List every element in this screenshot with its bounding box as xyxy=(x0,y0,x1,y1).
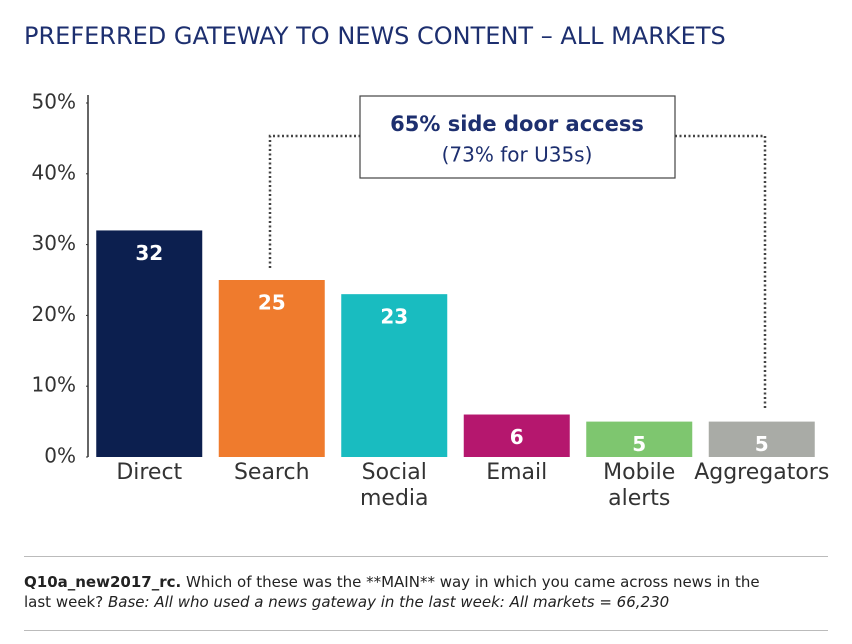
divider xyxy=(24,556,828,557)
y-tick-label: 0% xyxy=(44,444,76,468)
footnote: Q10a_new2017_rc. Which of these was the … xyxy=(24,572,784,612)
connector xyxy=(268,134,360,268)
divider xyxy=(24,630,828,631)
connector xyxy=(675,134,767,408)
bar xyxy=(218,280,325,457)
value-label: 5 xyxy=(632,432,646,456)
value-label: 25 xyxy=(258,291,286,315)
value-label: 32 xyxy=(135,241,163,265)
footnote-label: Q10a_new2017_rc. xyxy=(24,573,182,591)
x-tick-label: Aggregators xyxy=(694,460,830,485)
footnote-question: Which of these was the **MAIN** way in w… xyxy=(24,573,760,611)
y-tick-label: 30% xyxy=(32,231,76,255)
x-tick-label: Mobile alerts xyxy=(603,460,676,511)
x-tick-label: Direct xyxy=(116,460,183,485)
annotation-box xyxy=(359,95,676,179)
bar xyxy=(96,230,203,457)
x-tick-label: Email xyxy=(486,460,548,485)
bar xyxy=(463,414,570,457)
chart-title: PREFERRED GATEWAY TO NEWS CONTENT – ALL … xyxy=(24,22,726,50)
y-tick-label: 10% xyxy=(32,373,76,397)
annotation-title: 65% side door access xyxy=(390,112,644,136)
y-tick-label: 20% xyxy=(32,302,76,326)
y-tick-label: 40% xyxy=(32,160,76,184)
value-label: 5 xyxy=(755,432,769,456)
x-tick-label: Search xyxy=(233,460,310,485)
x-tick-label: Social media xyxy=(359,460,429,511)
annotation-subtitle: (73% for U35s) xyxy=(442,143,593,167)
bar xyxy=(586,421,693,457)
value-label: 6 xyxy=(510,425,524,449)
bar xyxy=(341,294,448,457)
footnote-base: Base: All who used a news gateway in the… xyxy=(107,593,670,611)
y-tick-label: 50% xyxy=(32,90,76,114)
value-label: 23 xyxy=(380,305,408,329)
bar xyxy=(708,421,815,457)
